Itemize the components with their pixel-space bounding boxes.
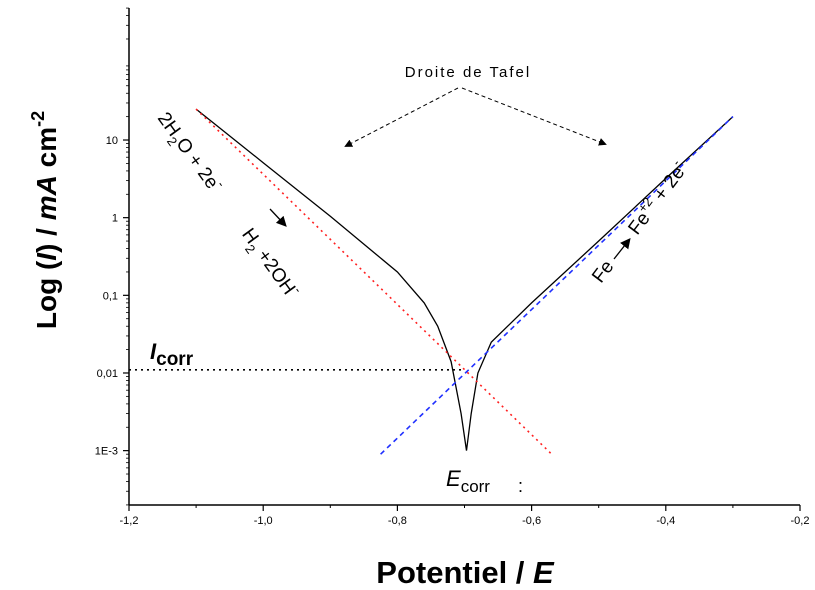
axis-ticks xyxy=(123,7,801,511)
y-tick-label: 0,01 xyxy=(97,368,118,380)
anodic-reaction: FeFe+2 + 2e- xyxy=(584,156,692,287)
icorr-label: Icorr xyxy=(150,339,194,370)
axis-tick-labels: -1,2 -1,0 -0,8 -0,6 -0,4 -0,2 1E-3 0,01 0,1 1 10 xyxy=(95,135,810,527)
series-dotted-1 xyxy=(195,108,553,455)
y-tick-label: 1E-3 xyxy=(95,446,118,458)
x-tick-label: -1,2 xyxy=(120,515,139,527)
tafel-arrow-right xyxy=(461,87,607,146)
anodic-arrow xyxy=(613,237,631,260)
cathodic-arrow xyxy=(269,208,287,227)
ecorr-colon: : xyxy=(518,476,523,496)
series-layer xyxy=(129,108,734,455)
x-tick-label: -0,6 xyxy=(522,515,541,527)
ecorr-label: Ecorr xyxy=(446,466,490,496)
y-axis-title: Log (I) / mA cm-2 xyxy=(28,111,62,329)
tafel-arrow-left xyxy=(344,87,459,147)
x-tick-label: -0,8 xyxy=(388,515,407,527)
x-tick-label: -0,2 xyxy=(791,515,810,527)
y-tick-label: 1 xyxy=(112,213,118,225)
cathodic-reaction: 2H2O + 2e-H2 +2OH- xyxy=(150,106,306,305)
y-tick-label: 0,1 xyxy=(103,290,118,302)
x-tick-label: -1,0 xyxy=(254,515,273,527)
tafel-label: Droite de Tafel xyxy=(405,64,531,81)
x-axis-title: Potentiel / E xyxy=(376,555,555,590)
x-tick-label: -0,4 xyxy=(656,515,675,527)
series-dashed-2 xyxy=(380,116,734,455)
series-solid-0 xyxy=(195,108,734,451)
y-tick-label: 10 xyxy=(106,135,118,147)
